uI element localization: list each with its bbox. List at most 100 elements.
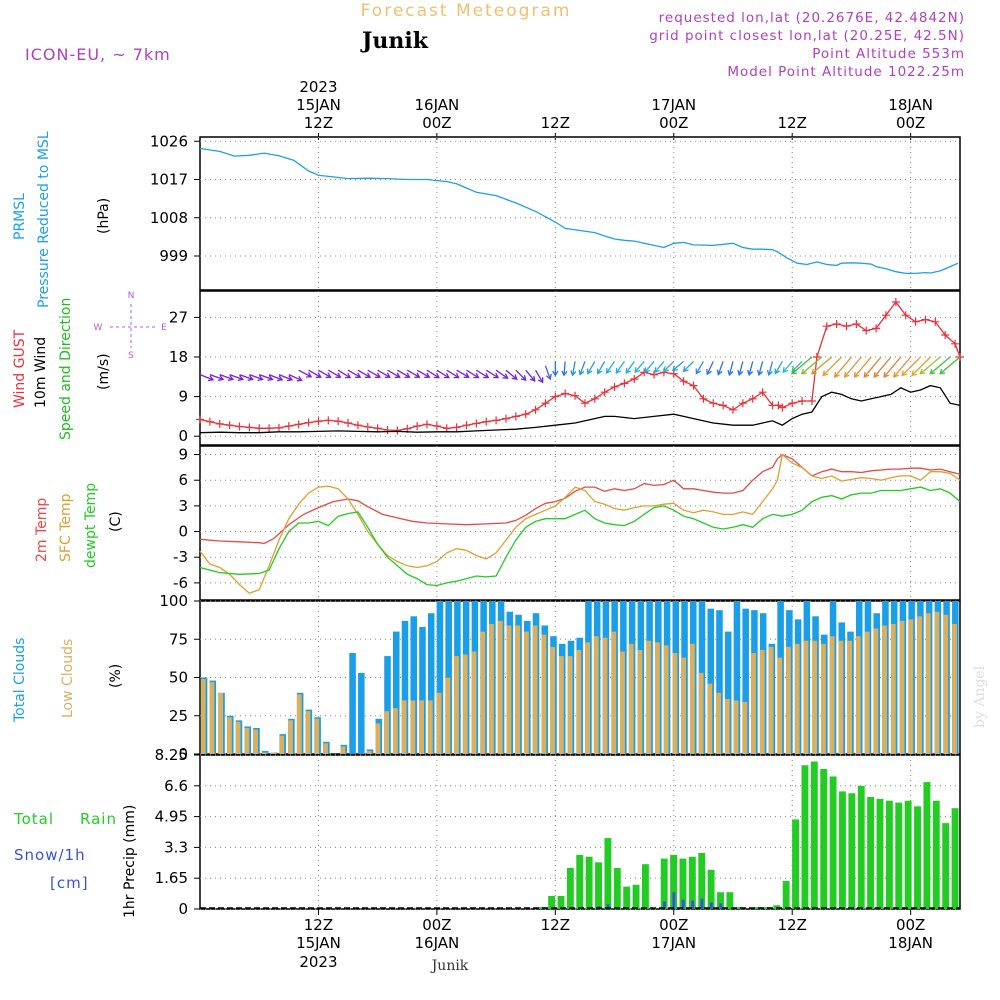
rain-bar bbox=[613, 867, 621, 909]
wind-arrow bbox=[426, 369, 440, 379]
low-cloud-bar bbox=[646, 640, 652, 754]
wind-arrow bbox=[717, 361, 724, 375]
wind-arrow bbox=[249, 373, 263, 380]
rain-bar bbox=[942, 823, 950, 909]
wind-arrow bbox=[406, 369, 420, 378]
location-title: Junik bbox=[360, 28, 429, 54]
wind-arrow bbox=[695, 361, 704, 374]
gust-marker bbox=[442, 424, 451, 433]
wind-arrow-head bbox=[893, 371, 899, 378]
wind-arrow bbox=[377, 369, 391, 378]
wind-arrow-head bbox=[716, 369, 723, 376]
snow-bar bbox=[672, 892, 676, 909]
wind-arrow-head bbox=[853, 371, 860, 378]
top-axis-label: 12Z bbox=[541, 114, 570, 132]
low-cloud-bar bbox=[847, 640, 853, 754]
wind-arrow-head bbox=[919, 368, 926, 375]
wind-arrow-head bbox=[605, 367, 612, 374]
wind-arrow bbox=[387, 369, 400, 378]
wind-arrow bbox=[505, 369, 518, 380]
rain-bar bbox=[660, 858, 668, 909]
wind-arrow bbox=[911, 356, 931, 376]
low-cloud-bar bbox=[489, 623, 494, 754]
wind-arrow bbox=[495, 369, 508, 379]
wind-arrow-head bbox=[883, 371, 890, 378]
top-axis-label: 00Z bbox=[659, 114, 688, 132]
pressure-frame bbox=[199, 136, 961, 291]
wind-arrow bbox=[268, 373, 283, 381]
wind-arrow-head bbox=[929, 368, 936, 375]
wind-arrow bbox=[683, 360, 694, 372]
wind-arrow bbox=[625, 361, 635, 374]
wind-arrow bbox=[571, 361, 576, 376]
wind-arrow-head bbox=[217, 375, 225, 381]
temperature-ytick-label: 6 bbox=[178, 471, 188, 489]
wind-arrow bbox=[634, 360, 645, 373]
wind-arrow-head bbox=[833, 371, 840, 378]
rain-bar bbox=[932, 800, 940, 909]
rain-bar bbox=[679, 858, 687, 909]
wind-arrow bbox=[337, 369, 351, 379]
wind-arrow bbox=[229, 373, 243, 380]
low-cloud-bar bbox=[366, 750, 372, 754]
clouds-ytick-label: 0 bbox=[178, 745, 188, 763]
compass-rose: N S W E bbox=[94, 291, 168, 361]
low-cloud-bar bbox=[524, 631, 529, 754]
top-axis-label: 18JAN bbox=[888, 96, 933, 114]
total-cloud-bar bbox=[724, 631, 732, 754]
rain-bar bbox=[876, 798, 884, 909]
snow-bar bbox=[681, 899, 685, 909]
wind-arrow bbox=[738, 361, 744, 376]
wind-arrow bbox=[219, 373, 234, 380]
rain-bar bbox=[773, 905, 781, 909]
pressure-ytick-label: 1008 bbox=[150, 209, 188, 227]
product-title: Forecast Meteogram bbox=[361, 1, 572, 21]
snow-bar bbox=[709, 902, 713, 909]
low-cloud-bar bbox=[681, 657, 687, 754]
low-cloud-bar bbox=[235, 721, 241, 754]
gust-marker bbox=[822, 322, 831, 331]
clouds-ytick-label: 25 bbox=[169, 707, 188, 725]
gust-marker bbox=[274, 423, 283, 432]
low-cloud-bar bbox=[454, 656, 459, 754]
rain-bar bbox=[604, 838, 612, 909]
gust-marker bbox=[590, 394, 599, 403]
wind-arrow bbox=[706, 361, 714, 375]
low-cloud-bar bbox=[628, 643, 634, 754]
low-cloud-bar bbox=[585, 642, 590, 754]
low-cloud-bar bbox=[908, 619, 914, 754]
gust-marker bbox=[423, 420, 432, 429]
total-clouds-label: Total Clouds bbox=[12, 638, 28, 723]
bottom-axis-label: 12Z bbox=[541, 916, 570, 934]
low-cloud-bar bbox=[759, 649, 765, 754]
low-cloud-bar bbox=[855, 636, 861, 754]
snow-bar bbox=[663, 901, 666, 909]
gust-marker bbox=[205, 417, 214, 426]
low-cloud-bar bbox=[497, 620, 503, 754]
sfc-temp-label: SFC Temp bbox=[58, 493, 74, 562]
precipitation-ytick-label: 8.25 bbox=[155, 746, 188, 764]
wind-arrow bbox=[209, 373, 224, 380]
wind-arrow-head bbox=[529, 375, 536, 382]
wind-arrow bbox=[791, 356, 813, 375]
wind-arrow bbox=[929, 356, 951, 375]
wind-arrow bbox=[782, 360, 793, 373]
gust-marker bbox=[452, 423, 461, 432]
wind-arrow bbox=[347, 369, 361, 378]
wind-arrow-head bbox=[695, 368, 702, 375]
pressure-ytick-label: 1017 bbox=[150, 171, 188, 189]
gust-marker bbox=[709, 399, 718, 408]
clouds-ytick-label: 100 bbox=[159, 592, 188, 610]
gust-marker bbox=[862, 326, 871, 335]
gust-marker bbox=[669, 369, 678, 378]
rain-bar bbox=[829, 776, 837, 909]
rain-bar bbox=[848, 793, 856, 909]
low-cloud-bar bbox=[401, 700, 407, 754]
gust-marker bbox=[284, 422, 293, 431]
rain-bar bbox=[885, 800, 893, 909]
gust-marker bbox=[255, 424, 264, 433]
gust-marker bbox=[600, 388, 609, 397]
wind-arrow-head bbox=[257, 375, 264, 381]
grid-point-coords: grid point closest lon,lat (20.25E, 42.5… bbox=[649, 28, 965, 44]
low-cloud-bar bbox=[864, 631, 870, 754]
